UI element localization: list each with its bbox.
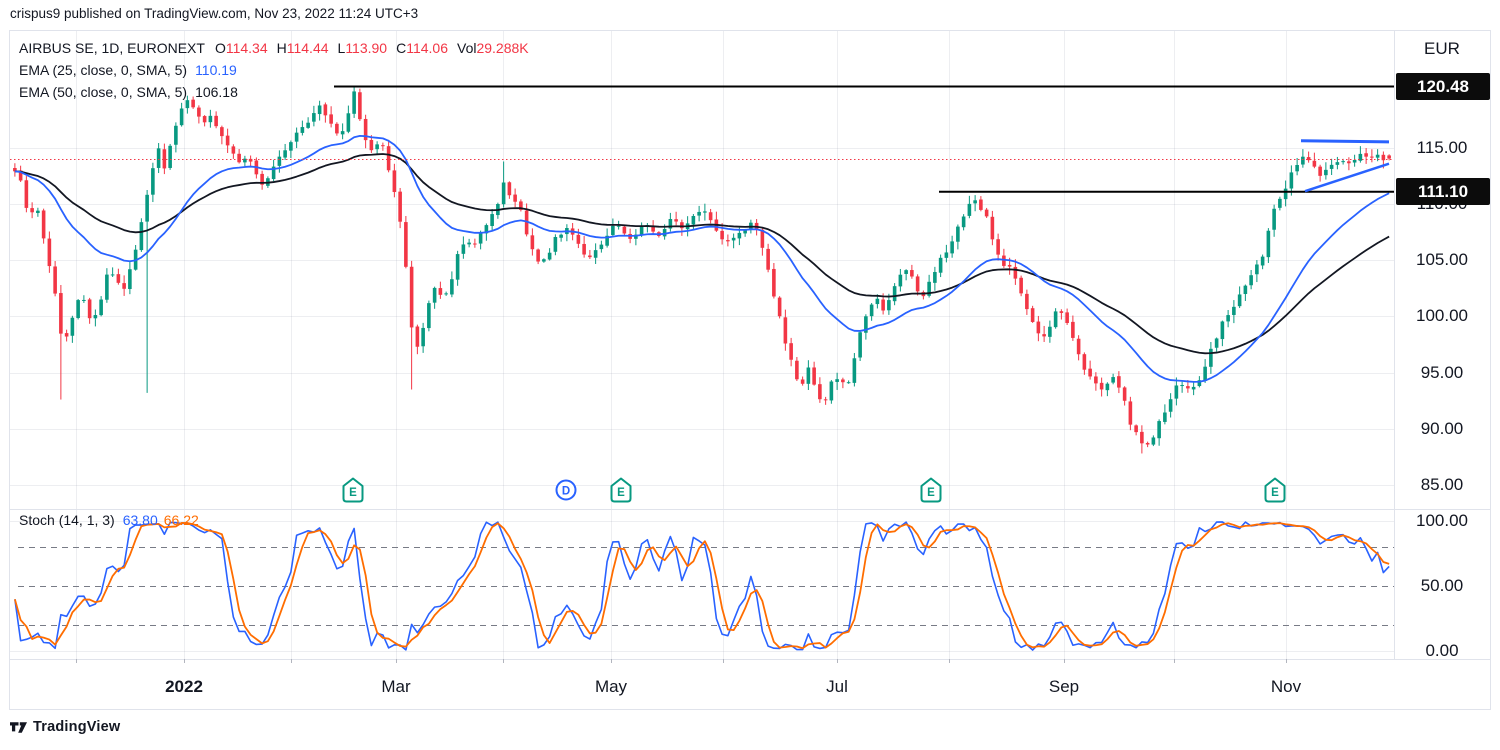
time-axis-label-2022: 2022	[165, 677, 203, 696]
ema25-label: EMA (25, close, 0, SMA, 5)	[19, 62, 188, 78]
stoch-axis-tick-0: 0.00	[1425, 641, 1459, 660]
ema50-label: EMA (50, close, 0, SMA, 5)	[19, 84, 188, 100]
price-axis-unit: EUR	[1424, 39, 1460, 58]
open-value: 114.34	[225, 40, 268, 56]
earnings-badge[interactable]: E	[1264, 477, 1286, 503]
brand-name: TradingView	[33, 719, 121, 735]
stoch-d-value: 66.22	[163, 512, 199, 528]
time-axis-label-Mar: Mar	[381, 677, 411, 696]
chart-frame: AIRBUS SE, 1D, EURONEXT O114.34 H114.44 L11…	[9, 30, 1491, 710]
volume-label: Vol	[457, 40, 477, 56]
stoch-legend: Stoch (14, 1, 3) 63.80 66.22	[19, 512, 199, 528]
ema50-value: 106.18	[195, 84, 238, 100]
stoch-k-value: 63.80	[122, 512, 158, 528]
stoch-axis-tick-100: 100.00	[1416, 511, 1468, 530]
chart-canvas[interactable]	[10, 31, 1490, 709]
tradingview-footer[interactable]: TradingView	[10, 719, 120, 735]
price-axis-tick-105: 105.00	[1416, 250, 1468, 270]
stoch-axis-tick-50: 50.00	[1420, 576, 1464, 595]
time-axis-label-Nov: Nov	[1270, 677, 1302, 696]
price-axis-tick-95: 95.00	[1420, 362, 1464, 382]
svg-text:E: E	[349, 487, 357, 499]
price-axis-tick-90: 90.00	[1420, 418, 1464, 438]
ema50-row: EMA (50, close, 0, SMA, 5) 106.18	[19, 81, 538, 103]
open-label: O	[214, 40, 226, 56]
close-label: C	[396, 40, 407, 56]
price-axis-tick-85: 85.00	[1420, 474, 1464, 494]
earnings-badge[interactable]: E	[610, 477, 632, 503]
tradingview-logo-icon	[10, 721, 27, 733]
low-label: L	[337, 40, 346, 56]
attribution-text: crispus9 published on TradingView.com, N…	[10, 6, 419, 21]
symbol-title: AIRBUS SE, 1D, EURONEXT	[19, 40, 205, 56]
volume-value: 29.288K	[476, 40, 529, 56]
svg-text:E: E	[617, 487, 625, 499]
price-axis-tick-115: 115.00	[1416, 138, 1468, 157]
level-price-label-12048: 120.48	[1396, 72, 1490, 100]
symbol-row: AIRBUS SE, 1D, EURONEXT O114.34 H114.44 L11…	[19, 37, 538, 59]
level-price-label-11110: 111.10	[1396, 178, 1490, 206]
price-axis-tick-100: 100.00	[1416, 306, 1468, 326]
earnings-badge[interactable]: E	[342, 477, 364, 503]
svg-text:E: E	[927, 487, 935, 499]
earnings-badge[interactable]: E	[920, 477, 942, 503]
close-value: 114.06	[406, 40, 448, 56]
low-value: 113.90	[345, 40, 388, 56]
svg-text:D: D	[562, 486, 570, 498]
chart-legend: AIRBUS SE, 1D, EURONEXT O114.34 H114.44 L11…	[19, 37, 538, 103]
svg-text:E: E	[1271, 487, 1279, 499]
stoch-label: Stoch (14, 1, 3)	[19, 512, 115, 528]
time-axis-label-Sep: Sep	[1048, 677, 1080, 696]
ema25-row: EMA (25, close, 0, SMA, 5) 110.19	[19, 59, 538, 81]
high-label: H	[276, 40, 287, 56]
ema25-value: 110.19	[195, 62, 237, 78]
time-axis-label-Jul: Jul	[826, 677, 848, 696]
high-value: 114.44	[286, 40, 329, 56]
time-axis-label-May: May	[594, 677, 628, 696]
dividend-badge[interactable]: D	[555, 477, 577, 503]
